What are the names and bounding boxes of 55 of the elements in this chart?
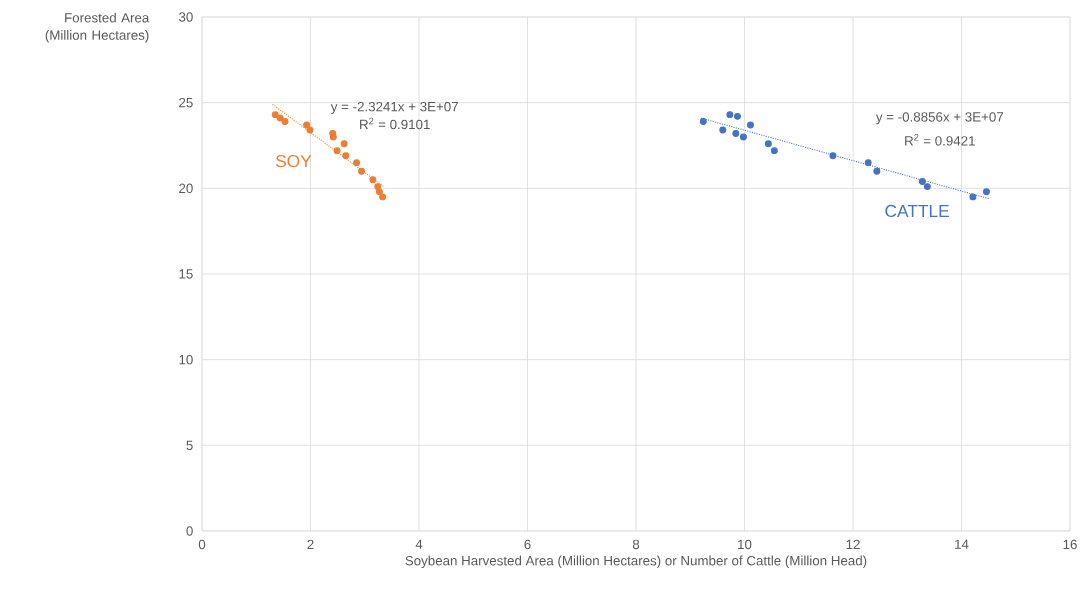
- annotation: R$^{2}$ = 0.9421: [905, 134, 975, 146]
- point: [726, 111, 734, 119]
- x-tick-label: 14: [955, 539, 969, 549]
- annotation: y = -0.8856x + 3E+07: [875, 112, 1004, 125]
- x-tick-label: 0: [198, 539, 206, 550]
- y-tick-label: 5: [186, 440, 193, 450]
- y-tick-label: 0: [186, 526, 193, 536]
- point: [923, 183, 931, 191]
- y-tick-label: 25: [179, 97, 193, 108]
- point: [719, 126, 727, 134]
- y-tick-label: 20: [179, 183, 193, 194]
- point: [276, 114, 284, 122]
- x-tick-label: 4: [415, 539, 423, 549]
- x-tick-label: 10: [738, 539, 752, 550]
- point: [918, 178, 926, 185]
- x-axis-title: Soybean Harvested Area (Million Hectares) or Number of Cattle (Million Head): [405, 555, 867, 569]
- point: [746, 121, 754, 129]
- point: [329, 133, 337, 141]
- point: [306, 126, 314, 134]
- point: [342, 152, 350, 160]
- point: [303, 121, 311, 129]
- point: [340, 140, 348, 148]
- point: [764, 140, 772, 148]
- x-tick-label: 6: [524, 539, 531, 550]
- point: [873, 167, 881, 175]
- x-tick-label: 2: [307, 539, 314, 550]
- point: [375, 188, 383, 196]
- point: [733, 112, 741, 120]
- point: [732, 130, 740, 137]
- y-axis-title: Forested Area (Million Hectares): [45, 12, 150, 43]
- series-label: CATTLE: [885, 204, 949, 218]
- point: [699, 118, 707, 125]
- point: [864, 159, 872, 167]
- point: [358, 167, 365, 175]
- point: [333, 147, 341, 155]
- point: [353, 159, 361, 167]
- point: [982, 188, 990, 196]
- point: [271, 111, 279, 119]
- x-tick-label: 8: [632, 539, 640, 550]
- y-tick-label: 10: [179, 354, 193, 365]
- point: [369, 176, 377, 184]
- point: [739, 133, 747, 141]
- point: [969, 193, 977, 201]
- series-label: SOY: [275, 154, 312, 168]
- y-tick-label: 30: [178, 12, 193, 22]
- x-tick-label: 12: [846, 539, 860, 550]
- y-tick-label: 15: [179, 269, 193, 279]
- point: [374, 183, 382, 191]
- annotation: y = -2.3241x + 3E+07: [330, 101, 458, 115]
- point: [829, 152, 837, 160]
- point: [770, 147, 778, 155]
- point: [281, 118, 289, 125]
- point: [379, 193, 387, 201]
- annotation: R$^{2}$ = 0.9101: [360, 117, 430, 130]
- x-tick-label: 16: [1063, 539, 1077, 550]
